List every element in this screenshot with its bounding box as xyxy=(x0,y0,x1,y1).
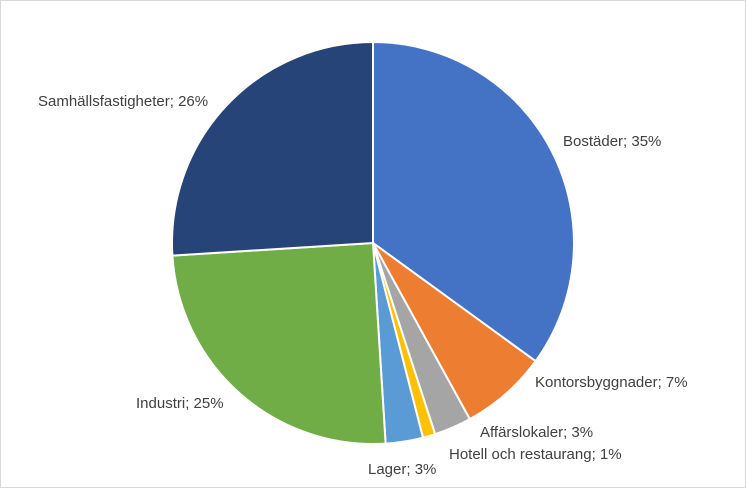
pie-slices xyxy=(171,40,575,445)
pie-slice-samhällsfastigheter xyxy=(171,40,374,257)
data-label-samhällsfastigheter: Samhällsfastigheter; 26% xyxy=(38,93,208,110)
pie-labels: Bostäder; 35% Kontorsbyggnader; 7% Affärsl… xyxy=(38,93,688,478)
pie-slice-bostäder xyxy=(372,40,575,363)
pie-slice-industri xyxy=(171,241,387,445)
data-label-affärslokaler: Affärslokaler; 3% xyxy=(480,424,593,441)
data-label-bostäder: Bostäder; 35% xyxy=(563,133,661,150)
data-label-lager: Lager; 3% xyxy=(368,461,436,478)
data-label-kontorsbyggnader: Kontorsbyggnader; 7% xyxy=(535,374,688,391)
data-label-industri: Industri; 25% xyxy=(136,395,224,412)
data-label-hotell-och-restaurang: Hotell och restaurang; 1% xyxy=(449,446,622,463)
